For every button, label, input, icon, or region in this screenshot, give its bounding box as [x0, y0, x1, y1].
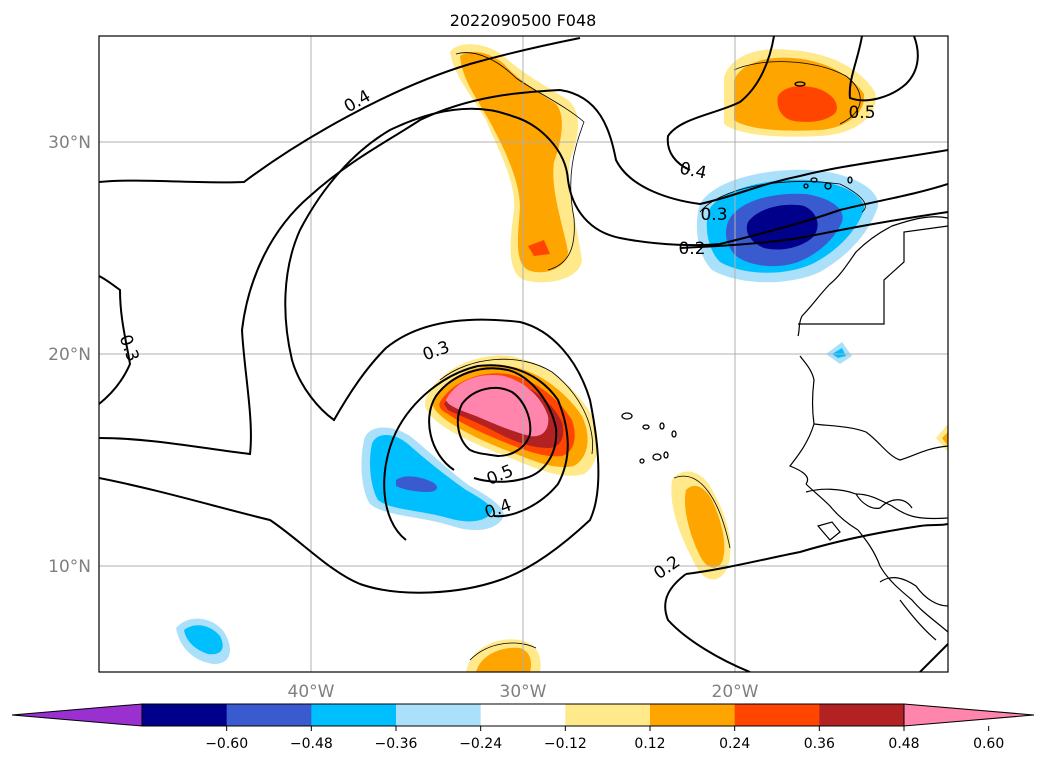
colorbar-tick-label: −0.12	[544, 736, 587, 752]
colorbar-tick-label: 0.24	[719, 736, 750, 752]
colorbar-bin	[226, 704, 312, 726]
lon-label: 30°W	[500, 682, 547, 702]
colorbar-bin	[142, 704, 228, 726]
contour-label: 0.2	[678, 239, 705, 259]
anomaly-negative	[370, 435, 493, 522]
colorbar-bin	[480, 704, 566, 726]
contour-label: 0.5	[848, 103, 875, 123]
anomaly-positive	[942, 432, 948, 446]
lat-labels: 30°N 20°N 10°N	[48, 133, 91, 577]
map-panel: 0.4 0.3 0.3 0.5 0.4 0.2 0.4 0.3 0.2 0.5	[98, 35, 949, 673]
colorbar-tick-label: −0.48	[290, 736, 333, 752]
anomaly-negative	[184, 625, 223, 655]
islands	[621, 81, 853, 464]
anomaly-negative	[832, 348, 846, 358]
lon-labels: 40°W 30°W 20°W	[288, 682, 759, 702]
lat-label: 30°N	[48, 133, 91, 153]
colorbar-tick-label: −0.24	[459, 736, 502, 752]
anomaly-positive	[684, 485, 725, 568]
anomaly-positive	[528, 240, 550, 256]
shade-outline	[439, 52, 866, 661]
colorbar-bin	[311, 704, 397, 726]
contour-lines	[99, 36, 948, 672]
colorbar-tick-label: 0.48	[888, 736, 919, 752]
colorbar-tick-label: −0.36	[375, 736, 418, 752]
anomaly-negative	[396, 476, 437, 492]
lat-label: 20°N	[48, 345, 91, 365]
colorbar-bin	[650, 704, 736, 726]
colorbar-outline	[141, 703, 905, 727]
colorbar-tick-label: 0.12	[634, 736, 665, 752]
colorbar-extend-high	[903, 703, 1035, 727]
colorbar-bin	[734, 704, 820, 726]
colorbar-bin	[565, 704, 651, 726]
anomaly-positive	[777, 86, 837, 122]
lon-label: 20°W	[712, 682, 759, 702]
map-title: 2022090500 F048	[450, 11, 597, 30]
colorbar-extend-low	[11, 703, 143, 727]
anomaly-positive	[476, 647, 531, 672]
contour-label: 0.3	[700, 205, 727, 225]
anomaly-positive	[460, 51, 568, 273]
colorbar-bin	[819, 704, 905, 726]
lon-label: 40°W	[288, 682, 335, 702]
colorbar-bin	[396, 704, 482, 726]
colorbar-tick-label: 0.60	[973, 736, 1004, 752]
lat-label: 10°N	[48, 557, 91, 577]
colorbar-tick-label: 0.36	[804, 736, 835, 752]
coastline	[789, 216, 948, 641]
colorbar-tick-label: −0.60	[205, 736, 248, 752]
colorbar: −0.60 −0.48 −0.36 −0.24 −0.12 0.12 0.24 0.36 0.4…	[11, 703, 1035, 752]
